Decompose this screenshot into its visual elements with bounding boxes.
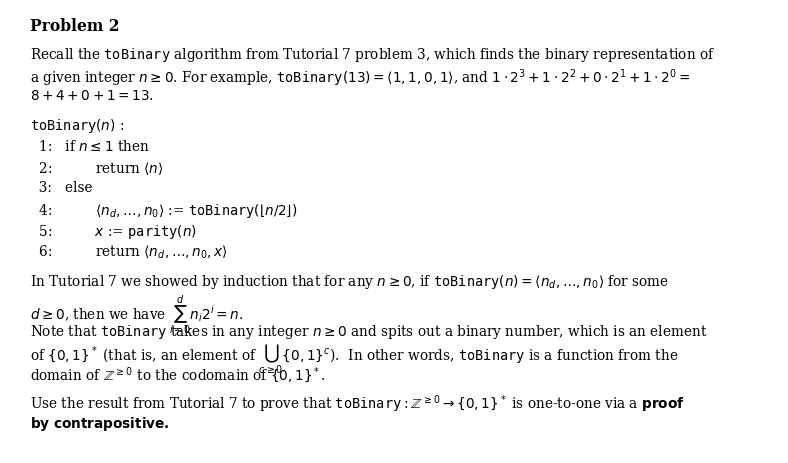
- Text: domain of $\mathbb{Z}^{\geq 0}$ to the codomain of $\{0,1\}^*$.: domain of $\mathbb{Z}^{\geq 0}$ to the c…: [30, 364, 325, 384]
- Text: 5:          $x$ := $\mathtt{parity}(n)$: 5: $x$ := $\mathtt{parity}(n)$: [30, 223, 197, 240]
- Text: $8 + 4 + 0 + 1 = 13.$: $8 + 4 + 0 + 1 = 13.$: [30, 88, 154, 102]
- Text: $\mathbf{by\ contrapositive.}$: $\mathbf{by\ contrapositive.}$: [30, 414, 169, 432]
- Text: 6:          return $\langle n_d, \ldots, n_0, x\rangle$: 6: return $\langle n_d, \ldots, n_0, x\r…: [30, 244, 228, 261]
- Text: In Tutorial 7 we showed by induction that for any $n \geq 0$, if $\mathtt{toBina: In Tutorial 7 we showed by induction tha…: [30, 272, 669, 290]
- Text: 2:          return $\langle n \rangle$: 2: return $\langle n \rangle$: [30, 159, 164, 176]
- Text: 3:   else: 3: else: [30, 181, 92, 194]
- Text: Problem 2: Problem 2: [30, 18, 120, 35]
- Text: a given integer $n \geq 0$. For example, $\mathtt{toBinary}(13) = \langle 1, 1, : a given integer $n \geq 0$. For example,…: [30, 67, 691, 89]
- Text: 1:   if $n \leq 1$ then: 1: if $n \leq 1$ then: [30, 138, 150, 153]
- Text: $\mathtt{toBinary}(n)$ :: $\mathtt{toBinary}(n)$ :: [30, 117, 125, 135]
- Text: Use the result from Tutorial 7 to prove that $\mathtt{toBinary} : \mathbb{Z}^{\g: Use the result from Tutorial 7 to prove …: [30, 393, 685, 414]
- Text: of $\{0,1\}^*$ (that is, an element of $\bigcup_{c \geq 0}\{0,1\}^c$).  In other: of $\{0,1\}^*$ (that is, an element of $…: [30, 343, 678, 375]
- Text: Recall the $\mathtt{toBinary}$ algorithm from Tutorial 7 problem 3, which finds : Recall the $\mathtt{toBinary}$ algorithm…: [30, 46, 716, 64]
- Text: $d \geq 0$, then we have $\sum_{i=0}^{d} n_i 2^i = n.$: $d \geq 0$, then we have $\sum_{i=0}^{d}…: [30, 294, 243, 336]
- Text: Note that $\mathtt{toBinary}$ takes in any integer $n \geq 0$ and spits out a bi: Note that $\mathtt{toBinary}$ takes in a…: [30, 322, 708, 340]
- Text: 4:          $\langle n_d, \ldots, n_0\rangle$ := $\mathtt{toBinary}(\lfloor n/2 : 4: $\langle n_d, \ldots, n_0\rangle$ := …: [30, 201, 297, 219]
